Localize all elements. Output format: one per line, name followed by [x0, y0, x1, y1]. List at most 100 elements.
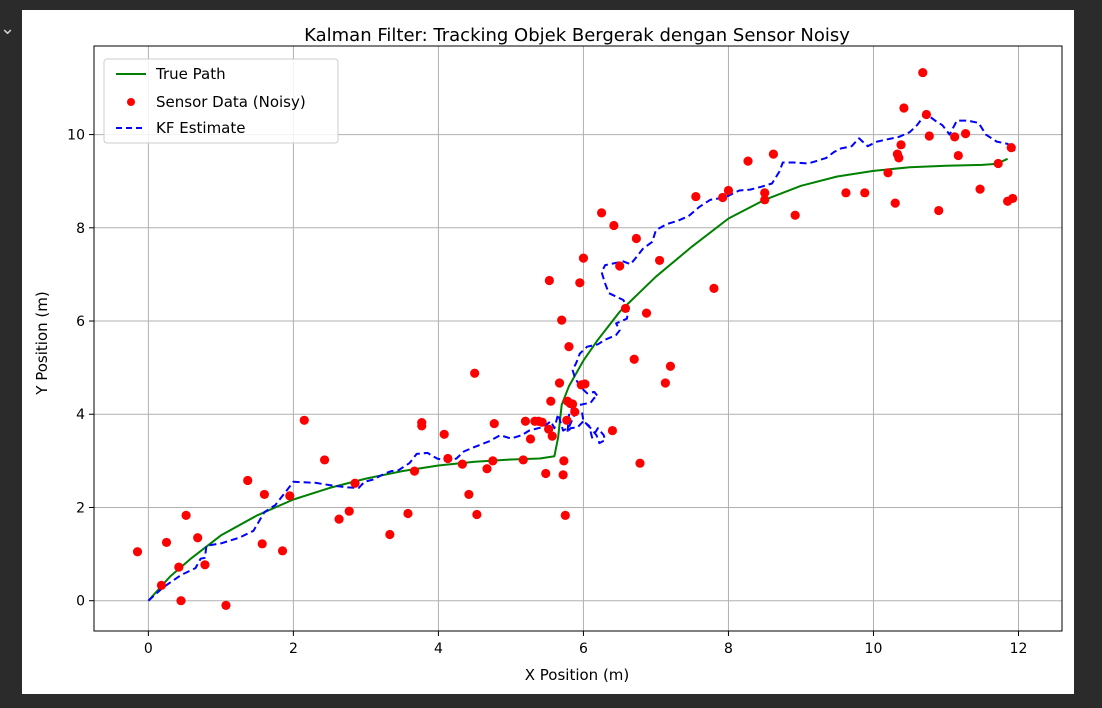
sensor-data-point	[537, 417, 547, 427]
sensor-data-point	[609, 220, 619, 231]
sensor-data-point	[470, 368, 480, 378]
sensor-data-point	[596, 208, 607, 218]
sensor-data-point	[953, 150, 963, 161]
sensor-data-point	[488, 456, 498, 466]
sensor-data-point	[520, 416, 531, 426]
corner-chevron-icon: ⌄	[0, 18, 16, 39]
x-tick-label: 6	[579, 641, 588, 657]
sensor-data-point	[768, 149, 779, 159]
sensor-data-point	[285, 491, 295, 501]
axes-frame	[93, 45, 1063, 632]
sensor-data-point	[181, 510, 191, 520]
sensor-data-point	[760, 188, 770, 198]
sensor-data-point	[544, 424, 554, 434]
sensor-data-point	[654, 255, 665, 266]
sensor-data-point	[723, 185, 734, 196]
sensor-data-point	[934, 205, 944, 216]
x-tick-label: 10	[865, 641, 883, 657]
sensor-data-point	[457, 459, 467, 469]
legend-true-path-label: True Path	[155, 65, 226, 83]
sensor-data-point	[403, 508, 413, 519]
true-path-line	[147, 157, 1009, 602]
sensor-data-point	[557, 315, 567, 325]
x-axis-label: X Position (m)	[525, 666, 630, 684]
y-tick-label: 6	[76, 314, 85, 330]
sensor-data-point	[578, 253, 589, 263]
sensor-data-point	[615, 261, 625, 271]
sensor-data-point	[1008, 193, 1018, 204]
sensor-data-point	[541, 468, 551, 479]
sensor-data-point	[921, 109, 932, 120]
grid	[94, 46, 1062, 631]
sensor-data-point	[257, 539, 267, 549]
chart-svg: 0 2 4 6 8 10 12 0 2 4 6 8 10 Kalman Filter: Tracking…	[33, 25, 1063, 684]
sensor-data-point	[547, 431, 557, 441]
sensor-data-point	[960, 129, 971, 139]
sensor-data-point	[570, 407, 580, 417]
x-tick-label: 12	[1010, 641, 1028, 657]
y-tick-label: 4	[76, 407, 85, 423]
sensor-data-point	[665, 361, 676, 371]
sensor-data-point	[489, 418, 499, 429]
sensor-data-point	[631, 233, 641, 244]
legend-sensor-swatch	[127, 98, 135, 106]
sensor-data-point	[564, 342, 574, 352]
sensor-data-point	[409, 466, 420, 476]
x-tick-label: 2	[289, 641, 298, 657]
legend-kf-label: KF Estimate	[156, 119, 246, 137]
chart-figure: 0 2 4 6 8 10 12 0 2 4 6 8 10 Kalman Filter: Tracking…	[22, 10, 1074, 694]
sensor-data-point	[894, 153, 904, 163]
sensor-data-point	[559, 456, 569, 466]
x-tick-label: 8	[724, 641, 733, 657]
sensor-data-point	[620, 303, 631, 314]
sensor-data-point	[760, 195, 770, 205]
sensor-data-point	[443, 453, 453, 464]
sensor-data-point	[558, 470, 568, 480]
plot-series	[132, 67, 1018, 610]
sensor-data-point	[299, 415, 309, 425]
y-tick-label: 0	[76, 594, 85, 610]
sensor-data-point	[156, 580, 167, 590]
sensor-data-point	[709, 283, 719, 293]
sensor-data-point	[743, 156, 753, 166]
sensor-data-point	[277, 546, 288, 556]
y-tick-label: 10	[67, 128, 85, 144]
sensor-data-point	[472, 509, 482, 520]
sensor-data-point	[629, 354, 639, 364]
axis-ticks: 0 2 4 6 8 10 12 0 2 4 6 8 10	[67, 128, 1027, 657]
sensor-data-point	[950, 132, 960, 142]
x-tick-label: 0	[144, 641, 153, 657]
sensor-data-point	[567, 399, 578, 409]
sensor-data-point	[221, 600, 231, 610]
sensor-data-point	[525, 434, 536, 444]
x-tick-label: 4	[434, 641, 443, 657]
legend-sensor-label: Sensor Data (Noisy)	[156, 93, 306, 111]
sensor-data-point	[641, 308, 652, 318]
sensor-data-point	[660, 378, 670, 388]
sensor-data-point	[918, 67, 928, 78]
sensor-data-point	[193, 533, 203, 543]
sensor-data-point	[575, 278, 585, 288]
kf-estimate-line	[147, 112, 1016, 602]
sensor-data-point	[883, 168, 893, 178]
y-tick-label: 8	[76, 221, 85, 237]
sensor-data-point	[200, 560, 210, 570]
sensor-data-point	[580, 379, 590, 389]
sensor-data-point	[841, 188, 851, 198]
sensor-data-point	[562, 415, 572, 425]
sensor-data-point	[344, 506, 354, 516]
sensor-data-point	[924, 131, 934, 141]
sensor-data-point	[319, 455, 330, 465]
sensor-data-point	[417, 421, 427, 431]
sensor-data-point	[161, 537, 172, 548]
sensor-data-point	[635, 458, 645, 468]
sensor-data-point	[350, 478, 360, 488]
sensor-data-point	[174, 562, 184, 572]
legend: True Path Sensor Data (Noisy) KF Estimat…	[103, 58, 339, 144]
sensor-data-point	[790, 210, 800, 220]
sensor-data-point	[860, 188, 870, 198]
sensor-data-point	[560, 510, 570, 520]
sensor-data-point	[132, 547, 143, 557]
y-tick-label: 2	[76, 500, 85, 516]
sensor-data-point	[464, 489, 474, 500]
